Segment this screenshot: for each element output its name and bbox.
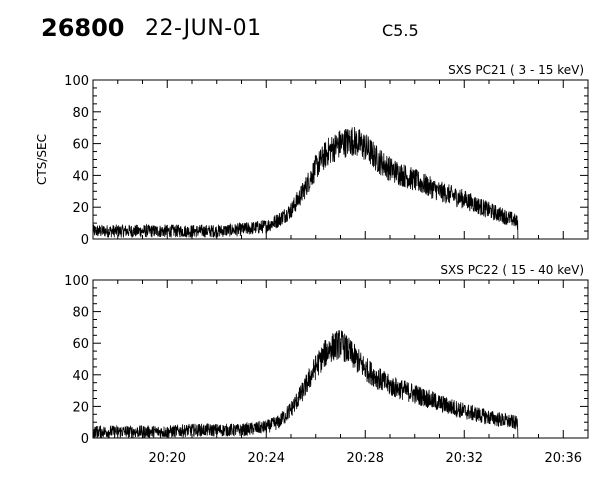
x-tick-label: 20:24 xyxy=(248,451,285,466)
y-tick-label: 80 xyxy=(72,306,89,321)
goes-class: C5.5 xyxy=(382,21,419,40)
y-tick-label: 100 xyxy=(64,74,89,89)
y-tick-label: 80 xyxy=(72,106,89,121)
y-tick-label: 100 xyxy=(64,274,89,289)
panel-title: SXS PC21 ( 3 - 15 keV) xyxy=(448,63,584,77)
series-line xyxy=(92,126,519,240)
panel-title: SXS PC22 ( 15 - 40 keV) xyxy=(440,263,584,277)
y-tick-label: 20 xyxy=(72,400,89,415)
chart-panel-2: SXS PC22 ( 15 - 40 keV) 0 20 40 60 80 100 20:20… xyxy=(64,263,589,466)
y-axis-label: CTS/SEC xyxy=(35,134,49,185)
series-line xyxy=(92,330,519,439)
event-id: 26800 xyxy=(41,14,125,42)
y-tick-label: 0 xyxy=(81,432,89,447)
y-tick-label: 60 xyxy=(72,138,89,153)
x-tick-label: 20:28 xyxy=(347,451,384,466)
chart-panel-1: SXS PC21 ( 3 - 15 keV) CTS/SEC 0 20 40 60 80 10… xyxy=(35,63,589,248)
x-tick-label: 20:36 xyxy=(545,451,582,466)
plot-frame xyxy=(92,79,589,240)
y-tick-label: 40 xyxy=(72,169,89,184)
y-tick-label: 0 xyxy=(81,233,89,248)
x-tick-label: 20:32 xyxy=(446,451,483,466)
y-tick-label: 20 xyxy=(72,201,89,216)
event-date: 22-JUN-01 xyxy=(145,16,262,41)
y-tick-label: 40 xyxy=(72,369,89,384)
plot-frame xyxy=(92,279,589,439)
y-tick-label: 60 xyxy=(72,337,89,352)
x-tick-label: 20:20 xyxy=(149,451,186,466)
